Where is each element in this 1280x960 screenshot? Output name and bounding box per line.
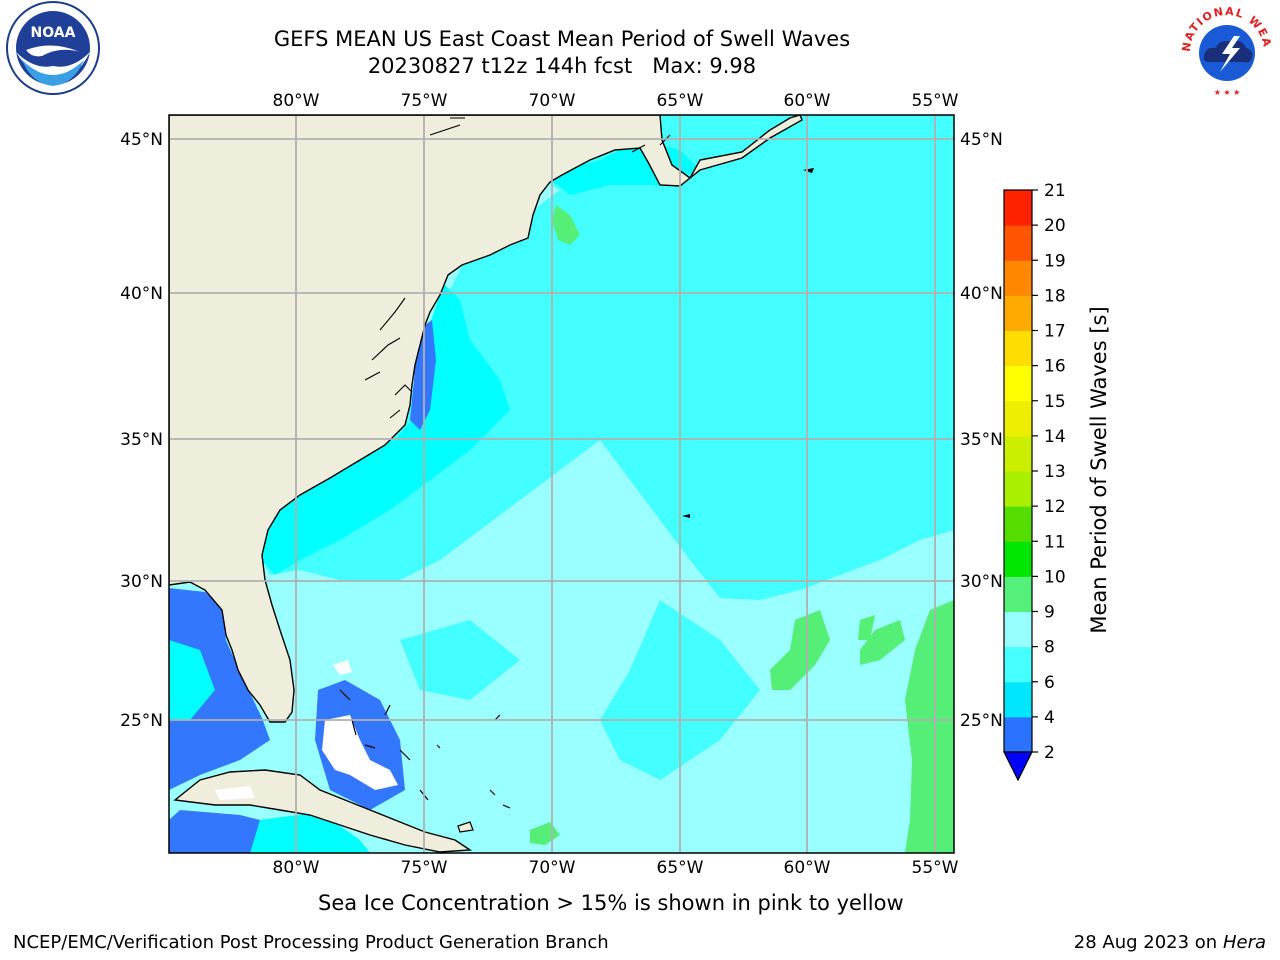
colorbar-tick-label: 13 bbox=[1044, 462, 1066, 482]
colorbar-tick-label: 17 bbox=[1044, 322, 1066, 342]
colorbar-tick-label: 6 bbox=[1044, 673, 1055, 693]
map-frame bbox=[168, 114, 955, 854]
lat-label-right: 30°N bbox=[960, 572, 1003, 592]
lon-label-bottom: 75°W bbox=[401, 858, 448, 878]
map-title: GEFS MEAN US East Coast Mean Period of S… bbox=[273, 27, 851, 51]
lat-label-left: 25°N bbox=[120, 711, 163, 731]
colorbar-tick-label: 14 bbox=[1044, 427, 1066, 447]
colorbar-cell bbox=[1004, 330, 1032, 367]
lat-label-right: 40°N bbox=[960, 284, 1003, 304]
sea-ice-note: Sea Ice Concentration > 15% is shown in … bbox=[318, 891, 904, 915]
colorbar-tick-label: 11 bbox=[1044, 532, 1066, 552]
swell-4-6s-coastal-band bbox=[262, 280, 510, 575]
colorbar-cell bbox=[1004, 365, 1032, 402]
colorbar-cell bbox=[1004, 541, 1032, 577]
colorbar-tick-label: 2 bbox=[1044, 743, 1055, 763]
host-name: Hera bbox=[1222, 932, 1266, 953]
colorbar-cell bbox=[1004, 646, 1032, 683]
credit-text: NCEP/EMC/Verification Post Processing Pr… bbox=[13, 932, 609, 953]
nws-logo: NATIONAL WEATHER SERVICE ★ ★ ★ bbox=[1176, 0, 1272, 97]
svg-text:★ ★ ★: ★ ★ ★ bbox=[1214, 88, 1241, 97]
lon-label-top: 55°W bbox=[912, 91, 959, 111]
map-subtitle: 20230827 t12z 144h fcst Max: 9.98 bbox=[367, 54, 757, 78]
lat-label-right: 45°N bbox=[960, 130, 1003, 150]
no-data-bahamas bbox=[322, 715, 398, 790]
colorbar: 2 4 6 8 9 10 11 12 13 14 15 16 17 18 19 20 21 bbox=[1003, 181, 1066, 782]
colorbar-cell bbox=[1004, 576, 1032, 612]
lon-label-bottom: 70°W bbox=[529, 858, 576, 878]
colorbar-cell bbox=[1004, 400, 1032, 437]
colorbar-cell bbox=[1004, 190, 1032, 226]
swell-2-4s-gulf bbox=[169, 588, 270, 790]
lat-label-left: 40°N bbox=[120, 284, 163, 304]
lon-label-top: 75°W bbox=[401, 91, 448, 111]
lon-label-top: 80°W bbox=[273, 91, 320, 111]
colorbar-cell bbox=[1004, 435, 1032, 472]
colorbar-tick-label: 15 bbox=[1044, 392, 1066, 412]
lon-label-bottom: 80°W bbox=[273, 858, 320, 878]
colorbar-tick-label: 4 bbox=[1044, 708, 1055, 728]
colorbar-tick-label: 16 bbox=[1044, 357, 1066, 377]
swell-6-8s-region bbox=[262, 115, 954, 600]
colorbar-tick-label: 18 bbox=[1044, 286, 1066, 306]
colorbar-tick-label: 8 bbox=[1044, 638, 1055, 658]
colorbar-extend-arrow bbox=[1003, 751, 1033, 782]
colorbar-tick-label: 21 bbox=[1044, 181, 1066, 201]
colorbar-label: Mean Period of Swell Waves [s] bbox=[1087, 306, 1111, 633]
colorbar-tick-label: 20 bbox=[1044, 216, 1066, 236]
lon-label-bottom: 65°W bbox=[657, 858, 704, 878]
colorbar-cell bbox=[1004, 225, 1032, 261]
lat-label-left: 45°N bbox=[120, 130, 163, 150]
noaa-logo: NOAA bbox=[6, 1, 100, 95]
land-us bbox=[169, 115, 803, 723]
lat-label-right: 35°N bbox=[960, 430, 1003, 450]
date-host-text: 28 Aug 2023 on Hera bbox=[1074, 932, 1266, 953]
colorbar-tick-label: 12 bbox=[1044, 497, 1066, 517]
lat-label-right: 25°N bbox=[960, 711, 1003, 731]
lon-label-bottom: 55°W bbox=[912, 858, 959, 878]
lon-label-bottom: 60°W bbox=[784, 858, 831, 878]
swell-9-10s-east bbox=[905, 600, 954, 853]
date-text: 28 Aug 2023 on bbox=[1073, 932, 1218, 953]
lat-label-left: 30°N bbox=[120, 572, 163, 592]
colorbar-cell bbox=[1004, 611, 1032, 648]
noaa-logo-text: NOAA bbox=[31, 25, 76, 41]
colorbar-tick-label: 19 bbox=[1044, 251, 1066, 271]
lon-label-top: 70°W bbox=[529, 91, 576, 111]
colorbar-tick-label: 9 bbox=[1044, 603, 1055, 623]
lon-label-top: 60°W bbox=[784, 91, 831, 111]
colorbar-cell bbox=[1004, 506, 1032, 542]
lat-label-left: 35°N bbox=[120, 430, 163, 450]
colorbar-cell bbox=[1004, 295, 1032, 331]
colorbar-cell bbox=[1004, 471, 1032, 507]
colorbar-cell bbox=[1004, 260, 1032, 296]
colorbar-cell bbox=[1004, 716, 1032, 753]
colorbar-cell bbox=[1004, 681, 1032, 718]
colorbar-tick-label: 10 bbox=[1044, 567, 1066, 587]
lon-label-top: 65°W bbox=[657, 91, 704, 111]
graticule bbox=[169, 115, 954, 853]
